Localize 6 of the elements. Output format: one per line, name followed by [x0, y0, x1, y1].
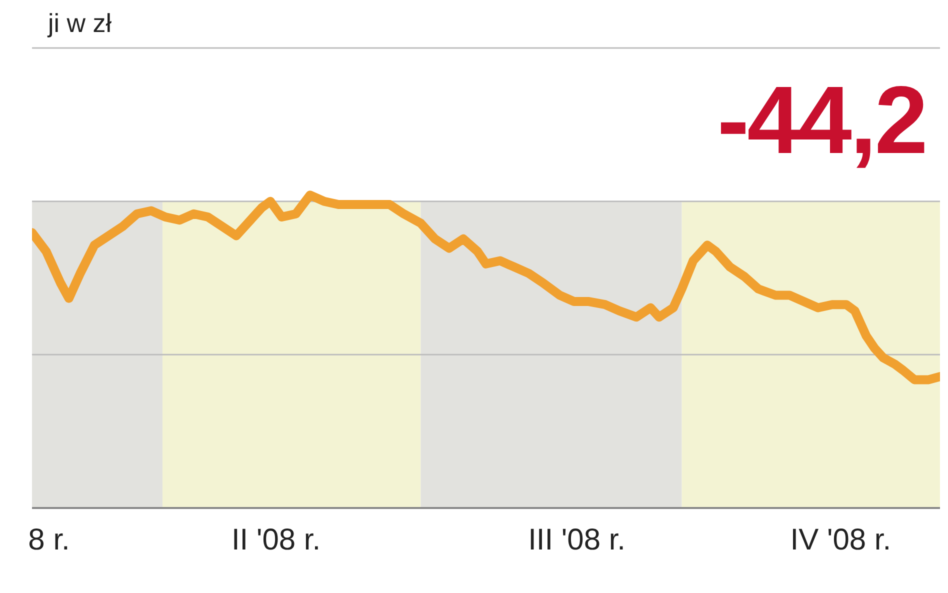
text: -44,2	[717, 66, 926, 176]
x-tick-label: IV '08 r.	[790, 523, 892, 556]
x-tick-label: III '08 r.	[528, 523, 626, 556]
x-tick-label: II '08 r.	[231, 523, 321, 556]
x-tick-label: 8 r.	[28, 523, 70, 556]
chart-title: ji w zł	[48, 8, 112, 39]
